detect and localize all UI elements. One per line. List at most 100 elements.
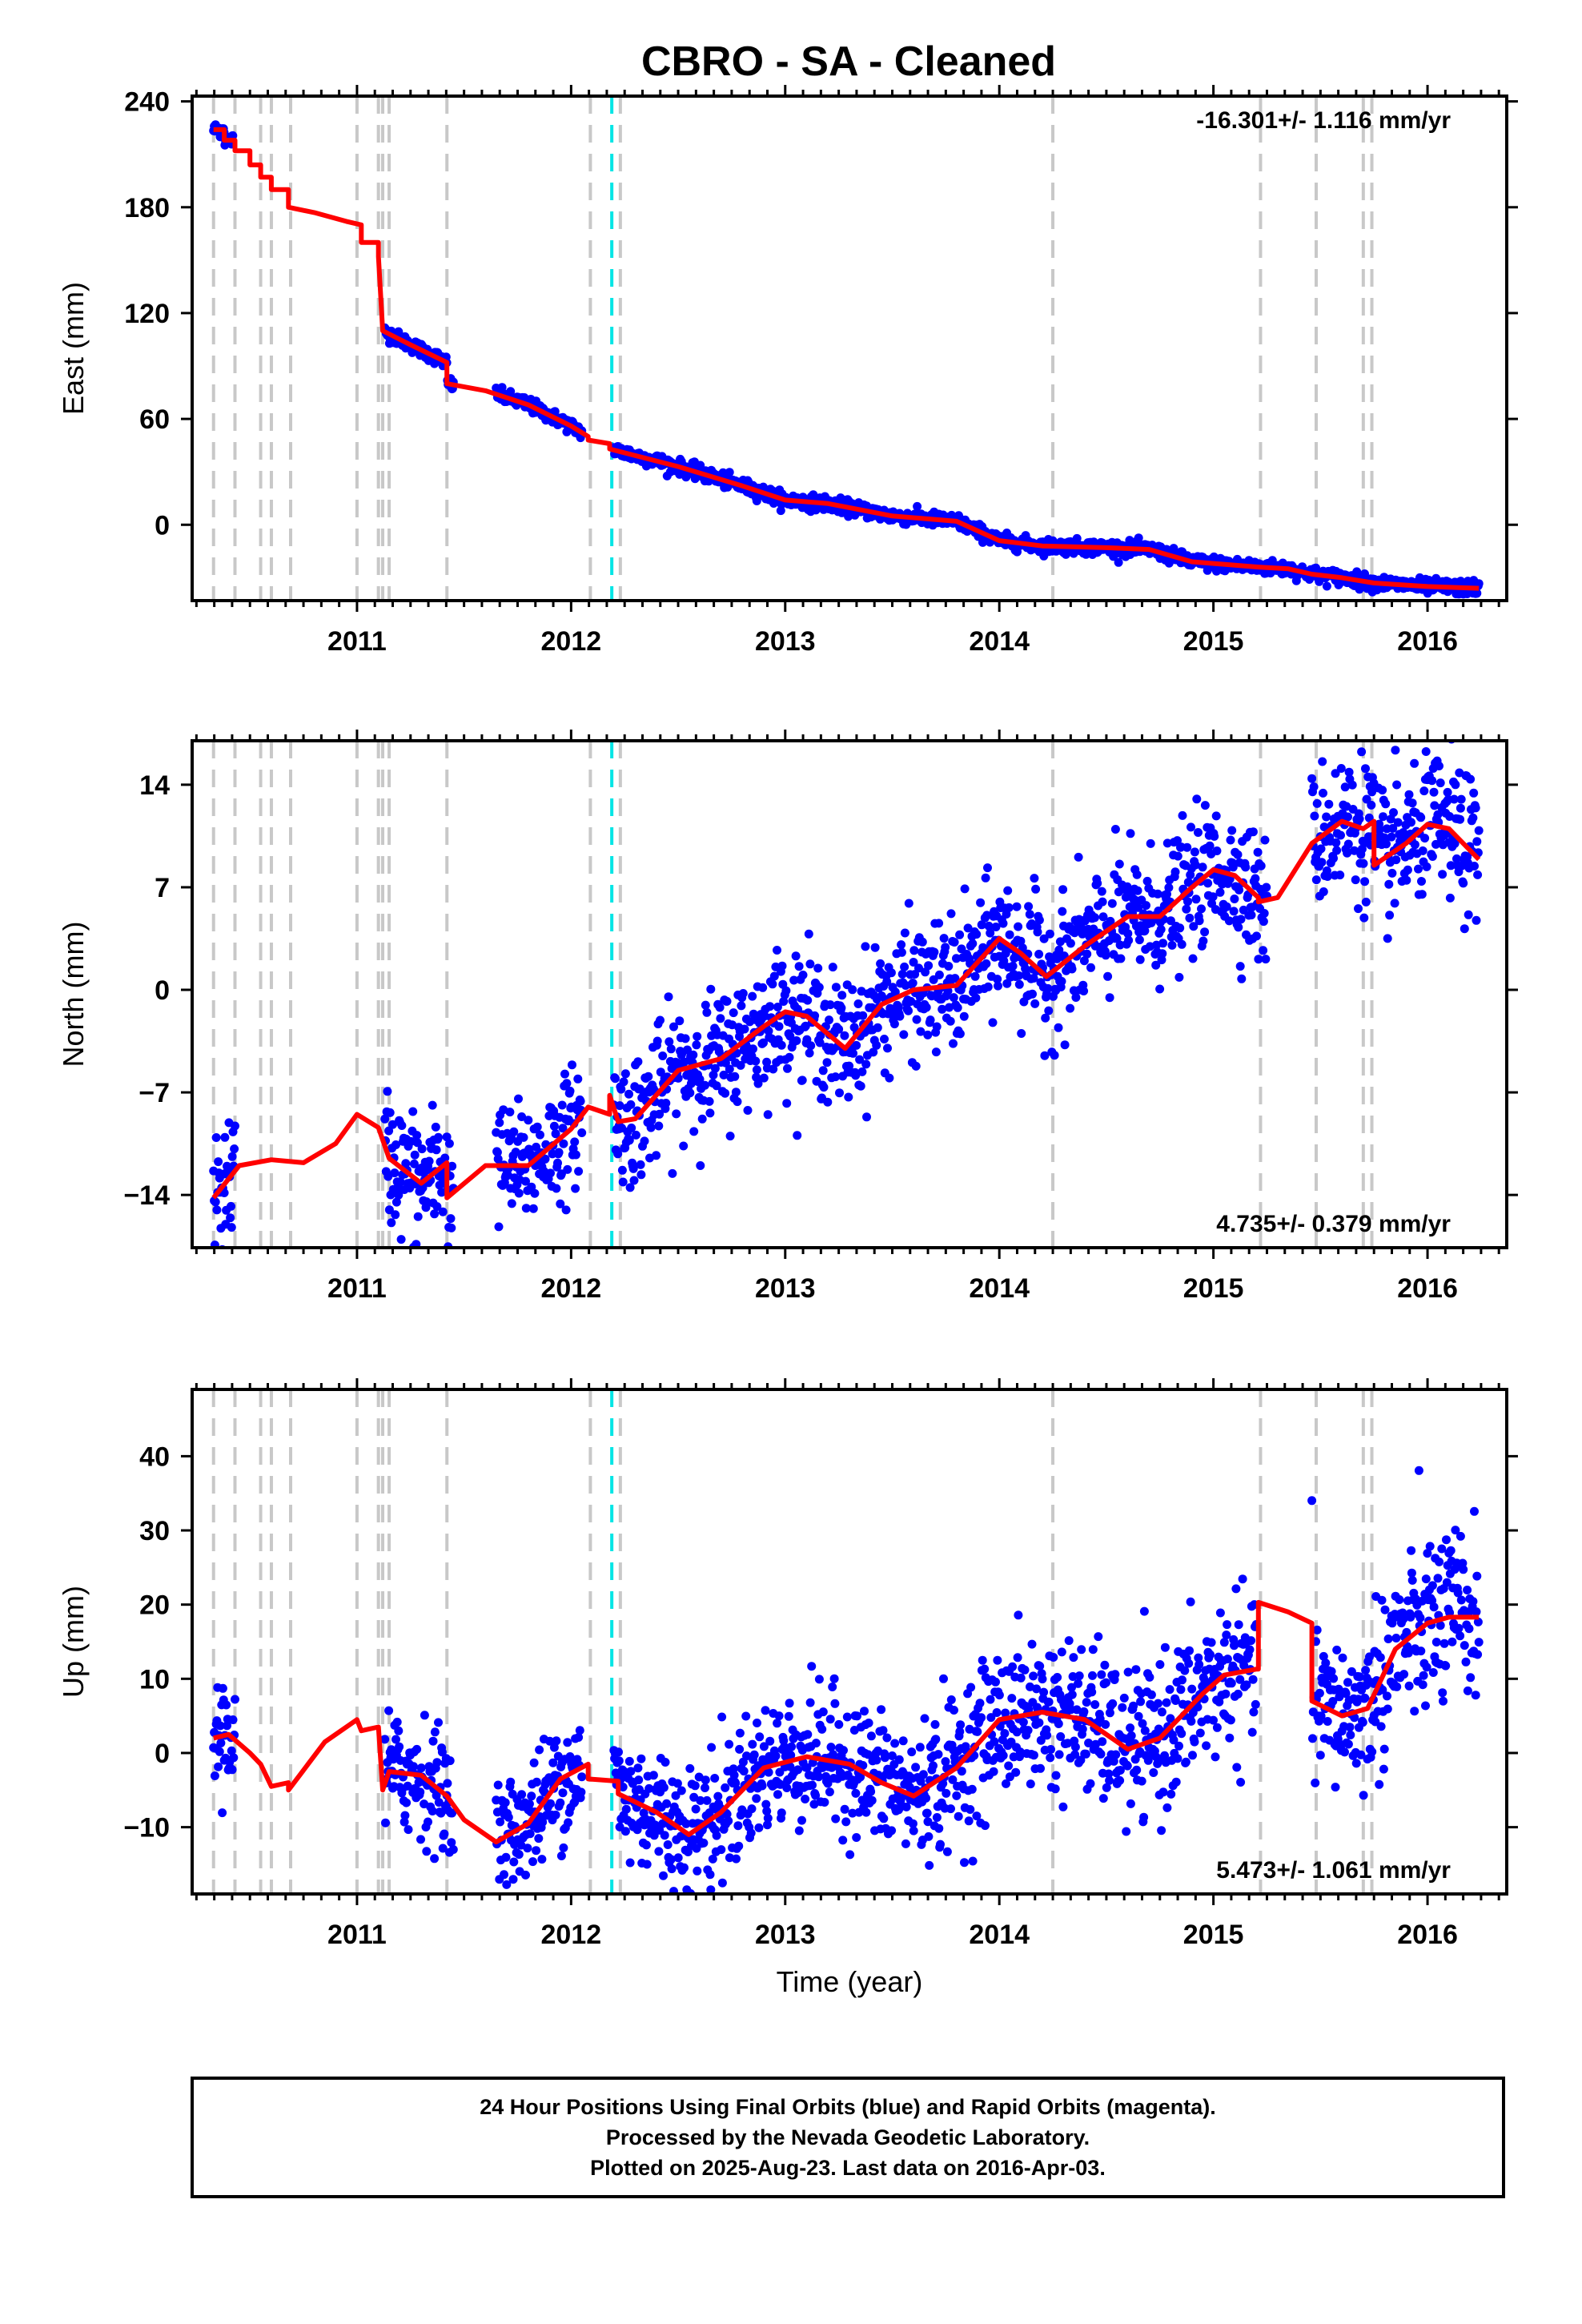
data-point bbox=[380, 1735, 390, 1744]
data-point bbox=[984, 921, 994, 931]
data-point bbox=[1138, 1719, 1147, 1728]
data-point bbox=[384, 1706, 394, 1715]
data-point bbox=[749, 1044, 757, 1054]
data-point bbox=[1014, 922, 1023, 931]
data-point bbox=[1429, 1602, 1439, 1612]
data-point bbox=[853, 1711, 861, 1721]
data-point bbox=[214, 1762, 223, 1771]
data-point bbox=[1164, 883, 1174, 892]
data-point bbox=[1233, 850, 1243, 859]
data-point bbox=[1404, 1681, 1414, 1691]
data-point bbox=[1422, 1663, 1431, 1672]
data-point bbox=[1377, 1595, 1387, 1605]
data-point bbox=[1468, 813, 1478, 822]
data-point bbox=[1427, 852, 1437, 861]
data-point bbox=[748, 991, 757, 1001]
data-point bbox=[1060, 1040, 1070, 1050]
data-point bbox=[1383, 1634, 1393, 1643]
data-point bbox=[993, 975, 1002, 984]
data-point bbox=[909, 1826, 918, 1835]
data-point bbox=[636, 1754, 646, 1763]
data-point bbox=[1207, 1638, 1216, 1647]
data-point bbox=[447, 1223, 456, 1232]
data-point bbox=[737, 1001, 746, 1011]
data-point bbox=[1140, 926, 1150, 935]
data-point bbox=[973, 1727, 982, 1736]
data-point bbox=[1122, 1827, 1131, 1836]
data-point bbox=[699, 1838, 709, 1848]
data-point bbox=[391, 1140, 400, 1149]
data-point bbox=[1406, 1612, 1415, 1622]
data-point bbox=[391, 1735, 400, 1744]
data-point bbox=[561, 1205, 571, 1215]
data-point bbox=[1023, 1726, 1033, 1735]
data-point bbox=[1012, 902, 1022, 911]
data-point bbox=[446, 1214, 456, 1224]
data-point bbox=[738, 989, 748, 998]
data-point bbox=[576, 1096, 585, 1106]
data-point bbox=[1383, 1691, 1391, 1701]
data-point bbox=[1077, 1645, 1086, 1655]
data-point bbox=[1234, 1620, 1243, 1630]
data-point bbox=[1143, 1755, 1153, 1765]
data-point bbox=[1013, 1653, 1022, 1663]
data-point bbox=[930, 1719, 940, 1729]
data-point bbox=[1043, 983, 1053, 993]
data-point bbox=[673, 1779, 682, 1788]
data-point bbox=[949, 1039, 958, 1048]
data-point bbox=[701, 1080, 709, 1090]
data-point bbox=[691, 1804, 701, 1814]
data-point bbox=[1429, 787, 1439, 797]
data-point bbox=[1399, 1670, 1409, 1679]
data-point bbox=[621, 1804, 631, 1814]
data-point bbox=[831, 1814, 841, 1823]
data-point bbox=[734, 1841, 744, 1851]
data-point bbox=[853, 999, 863, 1008]
data-point bbox=[730, 1072, 740, 1081]
data-point bbox=[968, 1856, 978, 1866]
data-point bbox=[929, 1761, 938, 1771]
data-point bbox=[1315, 1751, 1325, 1760]
data-point bbox=[652, 1036, 662, 1046]
data-point bbox=[1357, 747, 1367, 757]
data-point bbox=[1058, 907, 1067, 916]
data-point bbox=[530, 1188, 540, 1198]
y-axis-label: North (mm) bbox=[57, 922, 90, 1068]
data-point bbox=[1307, 1496, 1317, 1506]
data-point bbox=[701, 1000, 710, 1010]
data-point bbox=[1311, 875, 1321, 885]
data-point bbox=[1327, 1667, 1336, 1676]
data-point bbox=[385, 1108, 395, 1117]
x-tick-label: 2011 bbox=[327, 1273, 387, 1304]
data-point bbox=[1170, 867, 1180, 877]
data-point bbox=[550, 407, 560, 416]
data-point bbox=[857, 1067, 867, 1076]
data-point bbox=[397, 1121, 407, 1130]
data-point bbox=[959, 1011, 969, 1021]
data-point bbox=[577, 1772, 587, 1782]
data-point bbox=[823, 1097, 833, 1107]
data-point bbox=[939, 1674, 948, 1683]
data-point bbox=[448, 1808, 457, 1818]
data-point bbox=[629, 1176, 639, 1185]
data-point bbox=[785, 1052, 794, 1062]
data-point bbox=[1030, 874, 1039, 883]
data-point bbox=[696, 1795, 705, 1805]
data-point bbox=[1185, 913, 1195, 923]
data-point bbox=[926, 1015, 935, 1025]
data-point bbox=[1378, 786, 1387, 795]
data-point bbox=[986, 1713, 996, 1723]
data-point bbox=[1081, 1749, 1090, 1759]
data-point bbox=[656, 1015, 665, 1025]
data-point bbox=[230, 1144, 239, 1154]
data-point bbox=[1331, 838, 1341, 847]
data-point bbox=[383, 1087, 392, 1096]
data-point bbox=[227, 1201, 235, 1211]
data-point bbox=[856, 1081, 865, 1091]
data-point bbox=[1192, 794, 1202, 804]
data-point bbox=[1375, 825, 1384, 834]
data-point bbox=[1086, 1779, 1095, 1788]
data-point bbox=[914, 963, 923, 973]
data-point bbox=[786, 1751, 796, 1760]
data-point bbox=[1029, 1751, 1038, 1760]
